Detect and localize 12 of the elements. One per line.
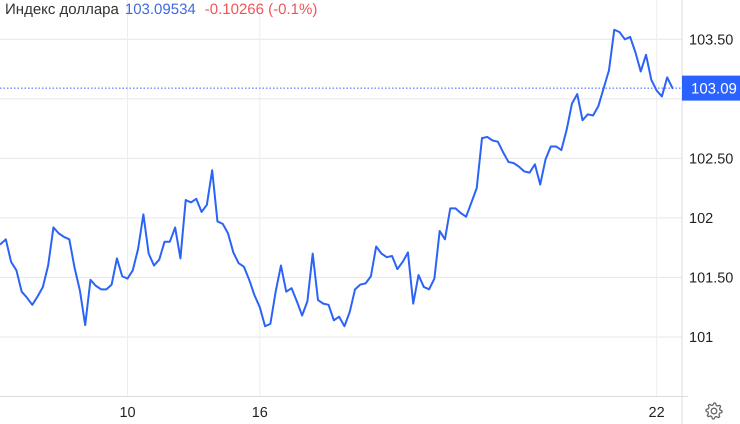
y-tick-label: 102.50: [689, 151, 734, 168]
y-tick-label: 103.50: [689, 32, 734, 48]
annotation: 103.09534: [124, 1, 196, 19]
y-tick-label: 101: [689, 330, 714, 346]
annotation: -0.10266 (-0.1%): [204, 1, 318, 19]
y-tick-label: 101.50: [689, 270, 734, 287]
x-tick-label: 10: [119, 405, 136, 422]
chart-title: Индекс доллара: [5, 1, 119, 19]
ref-line-label: 103.09: [691, 80, 737, 98]
x-tick-label: 22: [648, 405, 665, 422]
y-tick-label: 102: [689, 210, 714, 227]
x-tick-label: 16: [252, 405, 268, 422]
